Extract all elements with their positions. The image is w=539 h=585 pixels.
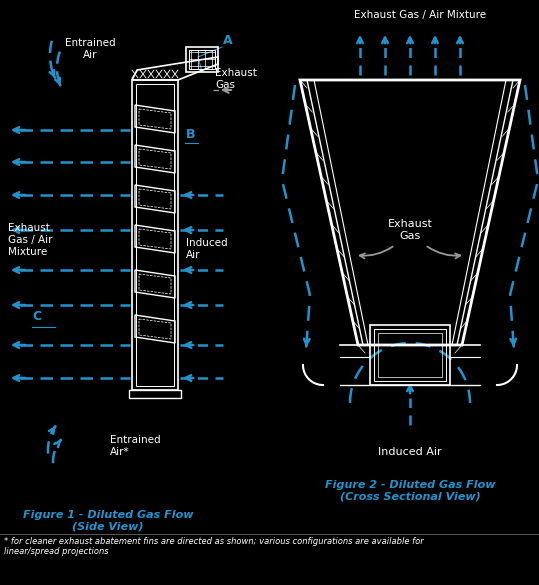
Bar (136, 84, 174, 386)
Text: C: C (32, 310, 41, 323)
Text: * for cleaner exhaust abatement fins are directed as shown; various configuratio: * for cleaner exhaust abatement fins are… (4, 537, 424, 556)
Bar (129, 390, 181, 398)
Bar (189, 50, 215, 69)
Text: Exhaust
Gas: Exhaust Gas (388, 219, 432, 241)
Text: Induced Air: Induced Air (378, 447, 442, 457)
Bar (374, 329, 446, 381)
Text: Exhaust
Gas: Exhaust Gas (215, 68, 257, 90)
Text: Entrained
Air*: Entrained Air* (110, 435, 161, 457)
Text: Entrained
Air: Entrained Air (65, 38, 115, 60)
Bar (378, 333, 442, 377)
Text: Induced
Air: Induced Air (186, 239, 227, 260)
Bar (132, 80, 178, 390)
Text: Exhaust
Gas / Air
Mixture: Exhaust Gas / Air Mixture (8, 223, 52, 257)
Text: B: B (186, 128, 196, 141)
Text: A: A (223, 34, 233, 47)
Text: Figure 1 - Diluted Gas Flow
(Side View): Figure 1 - Diluted Gas Flow (Side View) (23, 510, 194, 532)
Text: Exhaust Gas / Air Mixture: Exhaust Gas / Air Mixture (354, 10, 486, 20)
Bar (370, 325, 450, 385)
Bar (186, 47, 218, 72)
Text: Figure 2 - Diluted Gas Flow
(Cross Sectional View): Figure 2 - Diluted Gas Flow (Cross Secti… (325, 480, 495, 501)
